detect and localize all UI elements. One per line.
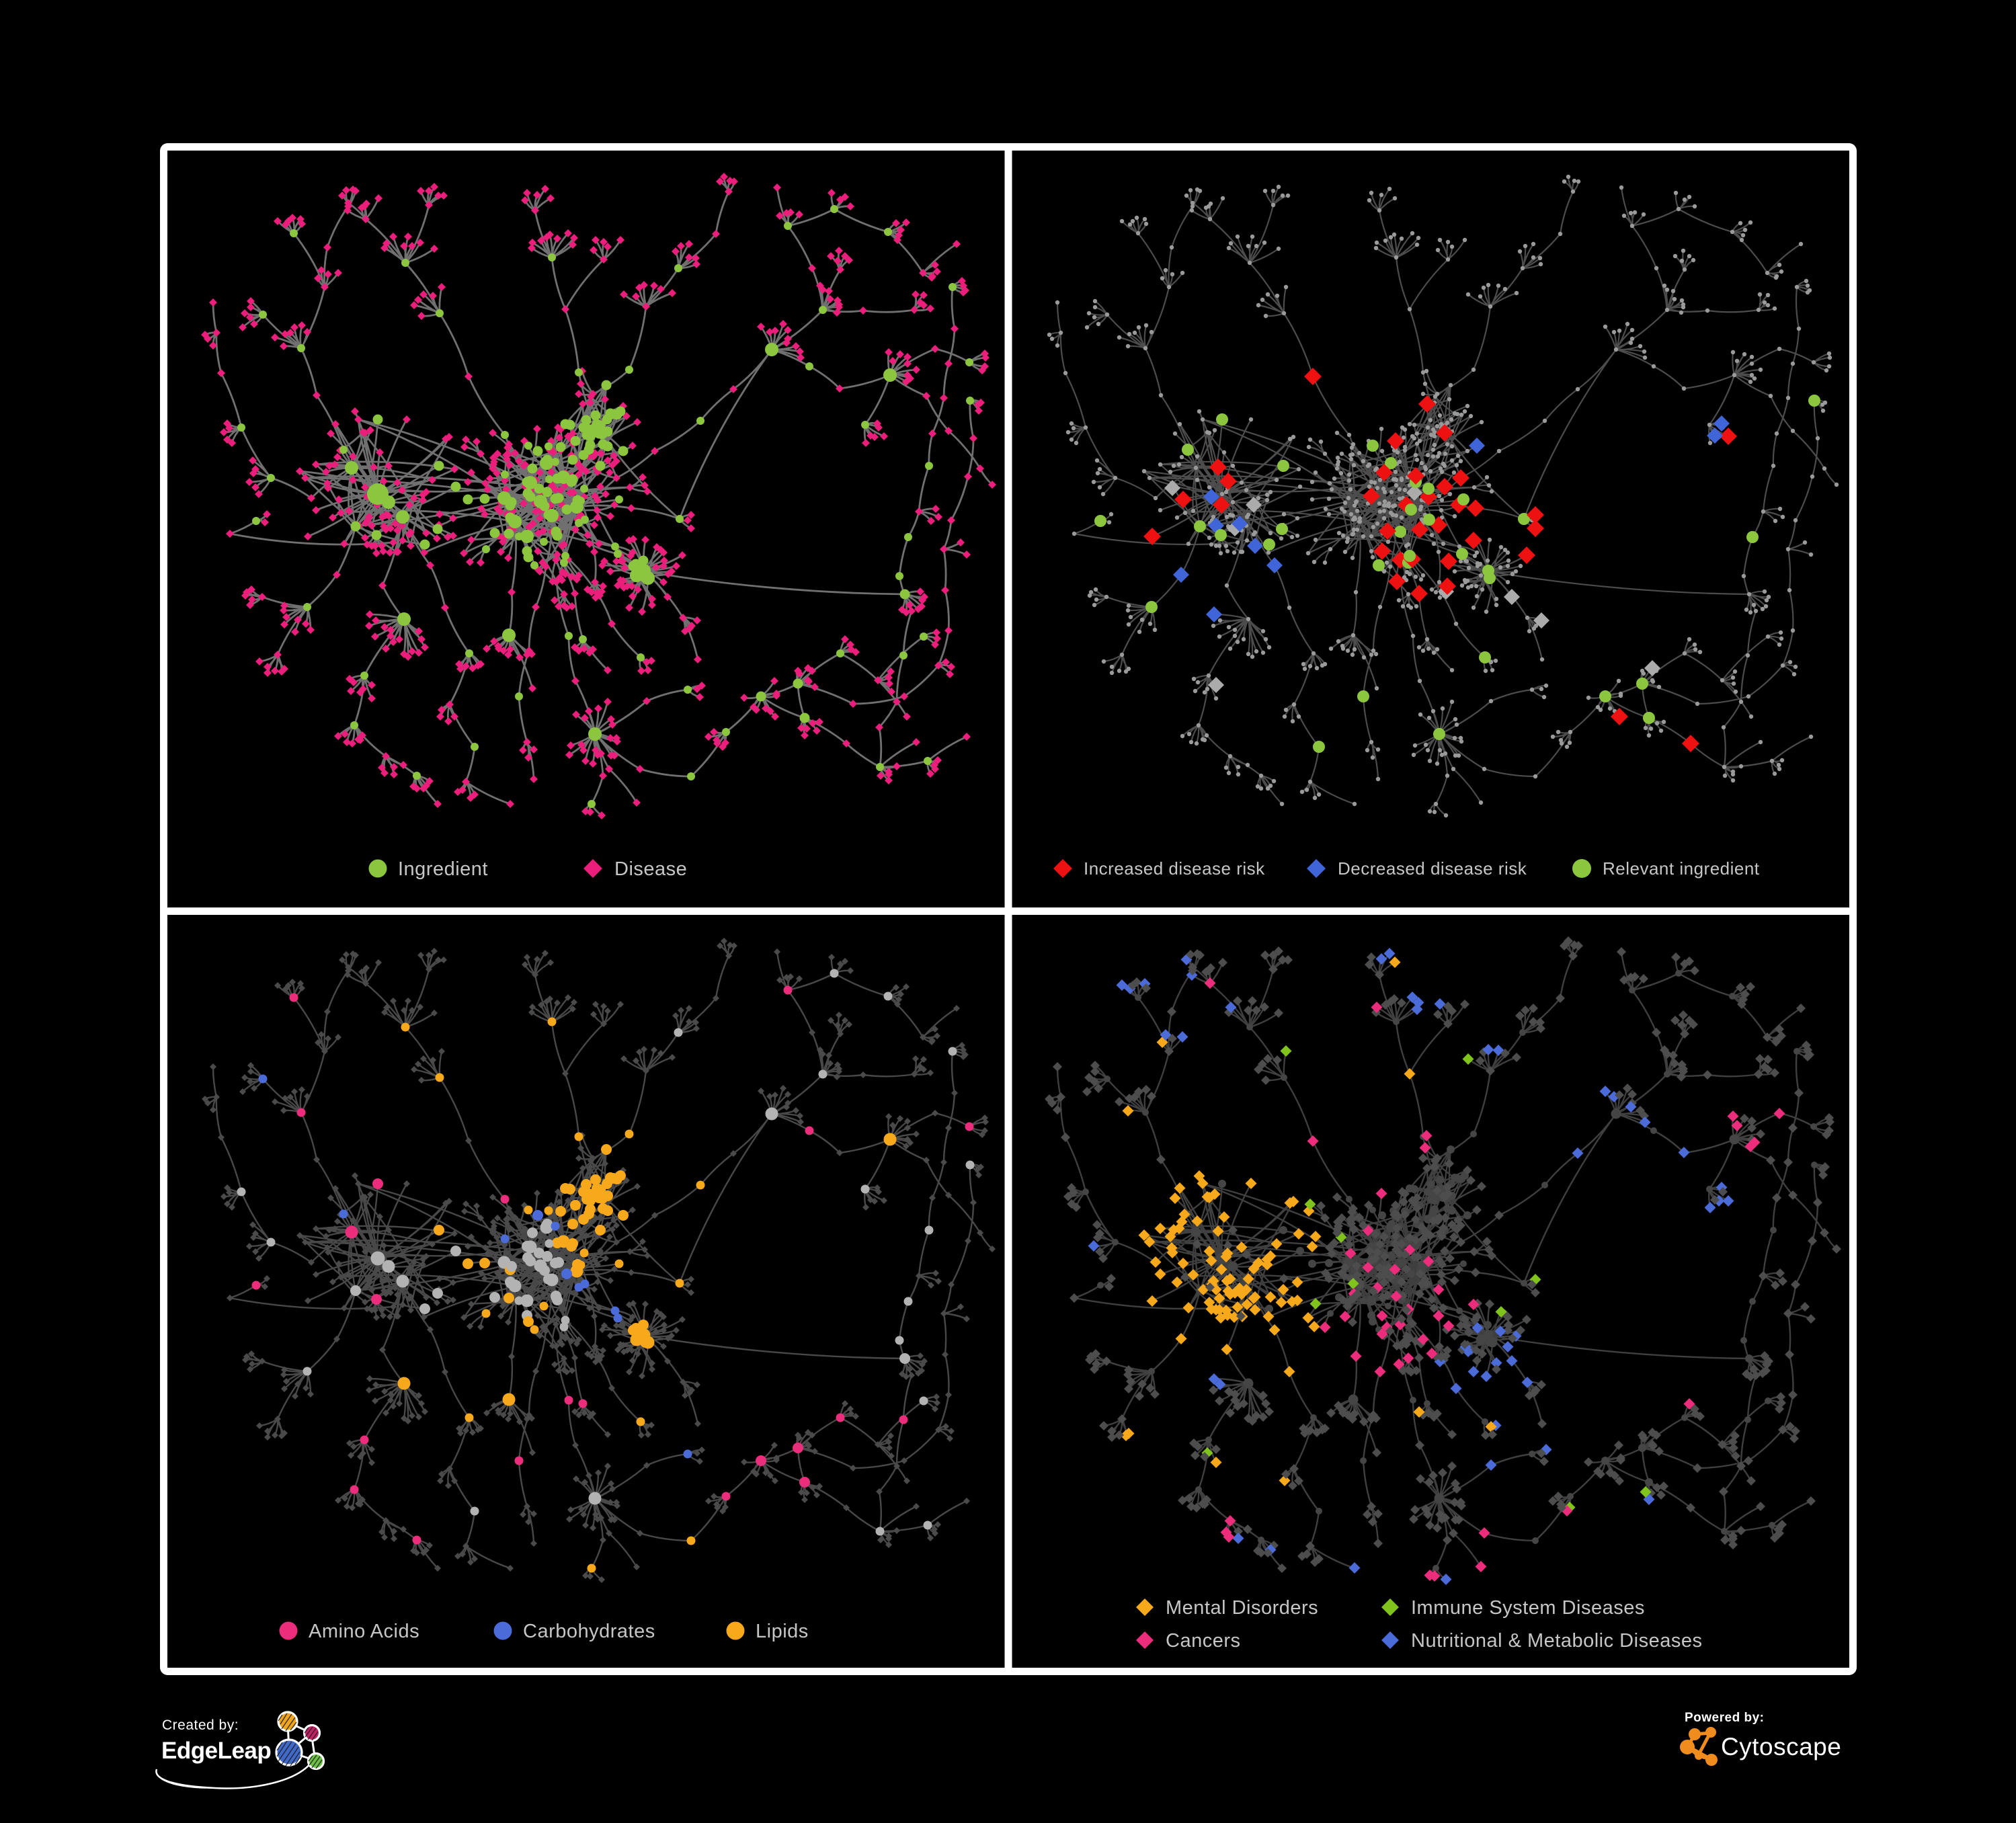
svg-text:Mental Disorders: Mental Disorders bbox=[1166, 1597, 1318, 1619]
svg-text:Carbohydrates: Carbohydrates bbox=[523, 1621, 655, 1642]
svg-text:Created by:: Created by: bbox=[162, 1717, 239, 1733]
svg-text:Powered by:: Powered by: bbox=[1685, 1711, 1764, 1725]
svg-text:Nutritional & Metabolic Diseas: Nutritional & Metabolic Diseases bbox=[1411, 1630, 1702, 1652]
svg-text:Lipids: Lipids bbox=[756, 1621, 809, 1642]
svg-text:Amino Acids: Amino Acids bbox=[309, 1621, 419, 1642]
svg-text:Decreased disease risk: Decreased disease risk bbox=[1338, 858, 1527, 879]
svg-text:Ingredient: Ingredient bbox=[398, 858, 488, 880]
svg-text:Immune System Diseases: Immune System Diseases bbox=[1411, 1597, 1645, 1619]
svg-text:Increased disease risk: Increased disease risk bbox=[1084, 858, 1265, 879]
svg-text:EdgeLeap: EdgeLeap bbox=[161, 1738, 271, 1764]
svg-text:Cancers: Cancers bbox=[1166, 1630, 1241, 1652]
svg-text:Cytoscape: Cytoscape bbox=[1721, 1733, 1841, 1760]
svg-text:Relevant ingredient: Relevant ingredient bbox=[1603, 858, 1760, 879]
svg-text:Disease: Disease bbox=[614, 858, 687, 880]
